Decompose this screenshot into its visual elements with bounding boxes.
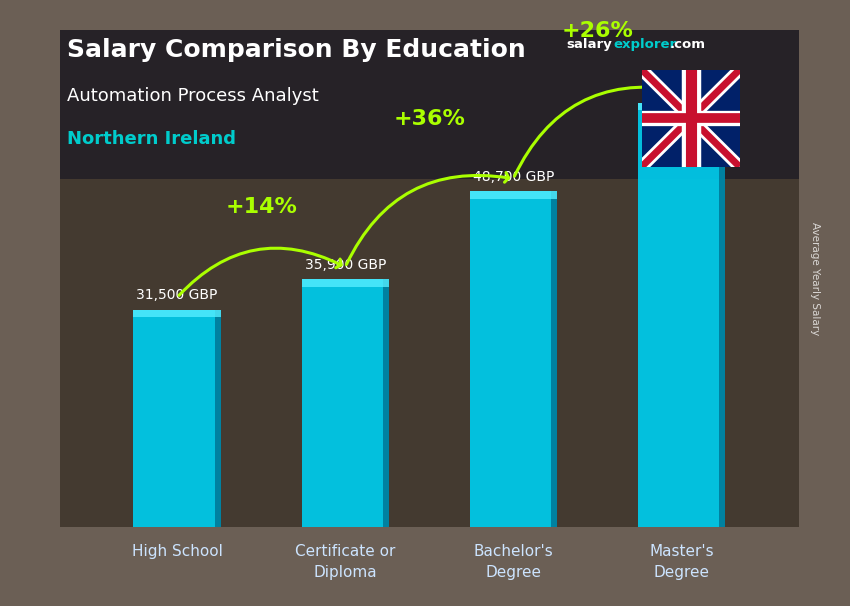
Text: +14%: +14% (225, 198, 298, 218)
Text: 31,500 GBP: 31,500 GBP (137, 288, 218, 302)
Text: explorer: explorer (614, 38, 677, 51)
Text: 35,900 GBP: 35,900 GBP (304, 258, 386, 272)
Text: .com: .com (670, 38, 706, 51)
Bar (215, 310, 221, 527)
Text: Average Yearly Salary: Average Yearly Salary (810, 222, 820, 335)
Text: +26%: +26% (561, 21, 633, 41)
Bar (469, 191, 557, 199)
Bar (302, 279, 389, 287)
Bar (382, 279, 389, 527)
Text: Salary Comparison By Education: Salary Comparison By Education (67, 38, 525, 62)
Text: 48,700 GBP: 48,700 GBP (473, 170, 554, 184)
Text: +36%: +36% (394, 109, 465, 129)
Text: Northern Ireland: Northern Ireland (67, 130, 236, 148)
Text: Automation Process Analyst: Automation Process Analyst (67, 87, 319, 105)
Bar (60, 30, 799, 527)
Bar (551, 191, 557, 527)
Bar (302, 279, 389, 527)
Text: 61,500 GBP: 61,500 GBP (641, 81, 722, 95)
Bar (60, 10, 799, 179)
Bar (133, 310, 221, 318)
Bar (719, 103, 725, 527)
Bar (638, 103, 725, 110)
Bar (469, 191, 557, 527)
Bar (133, 310, 221, 527)
Text: salary: salary (566, 38, 612, 51)
Bar (638, 103, 725, 527)
